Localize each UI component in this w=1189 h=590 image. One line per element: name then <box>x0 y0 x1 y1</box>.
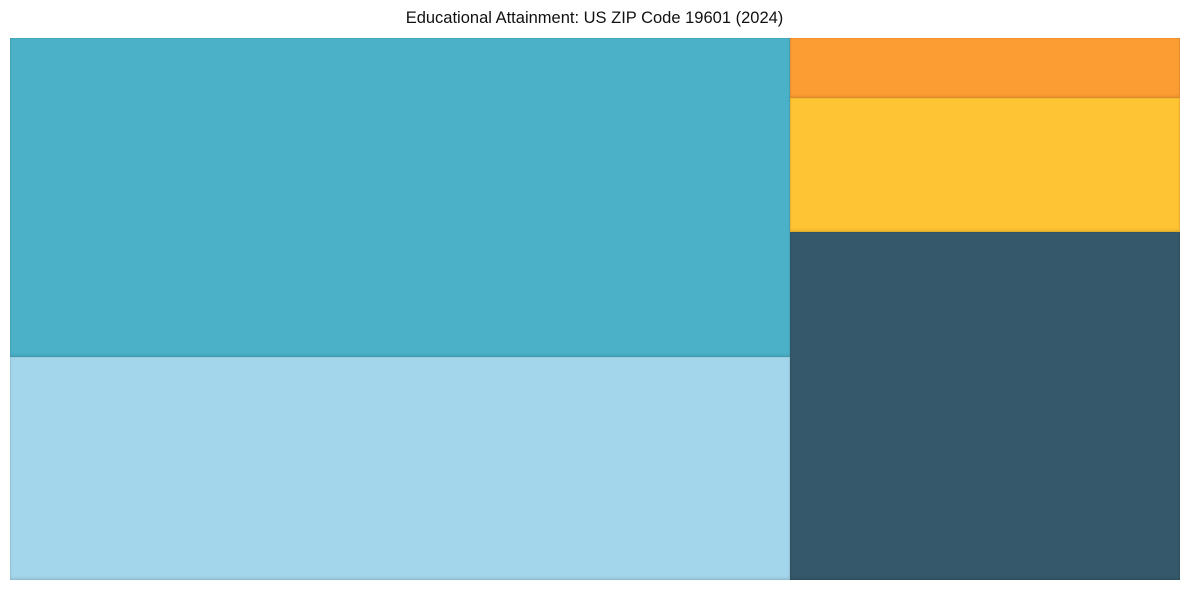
treemap-segment-light-blue[interactable] <box>10 357 791 580</box>
treemap <box>10 38 1180 580</box>
treemap-segment-dark-slate[interactable] <box>790 232 1180 580</box>
treemap-segment-large-teal[interactable] <box>10 38 791 358</box>
chart-title: Educational Attainment: US ZIP Code 1960… <box>405 9 784 27</box>
treemap-segment-orange[interactable] <box>790 38 1180 99</box>
treemap-segment-yellow[interactable] <box>790 98 1180 233</box>
